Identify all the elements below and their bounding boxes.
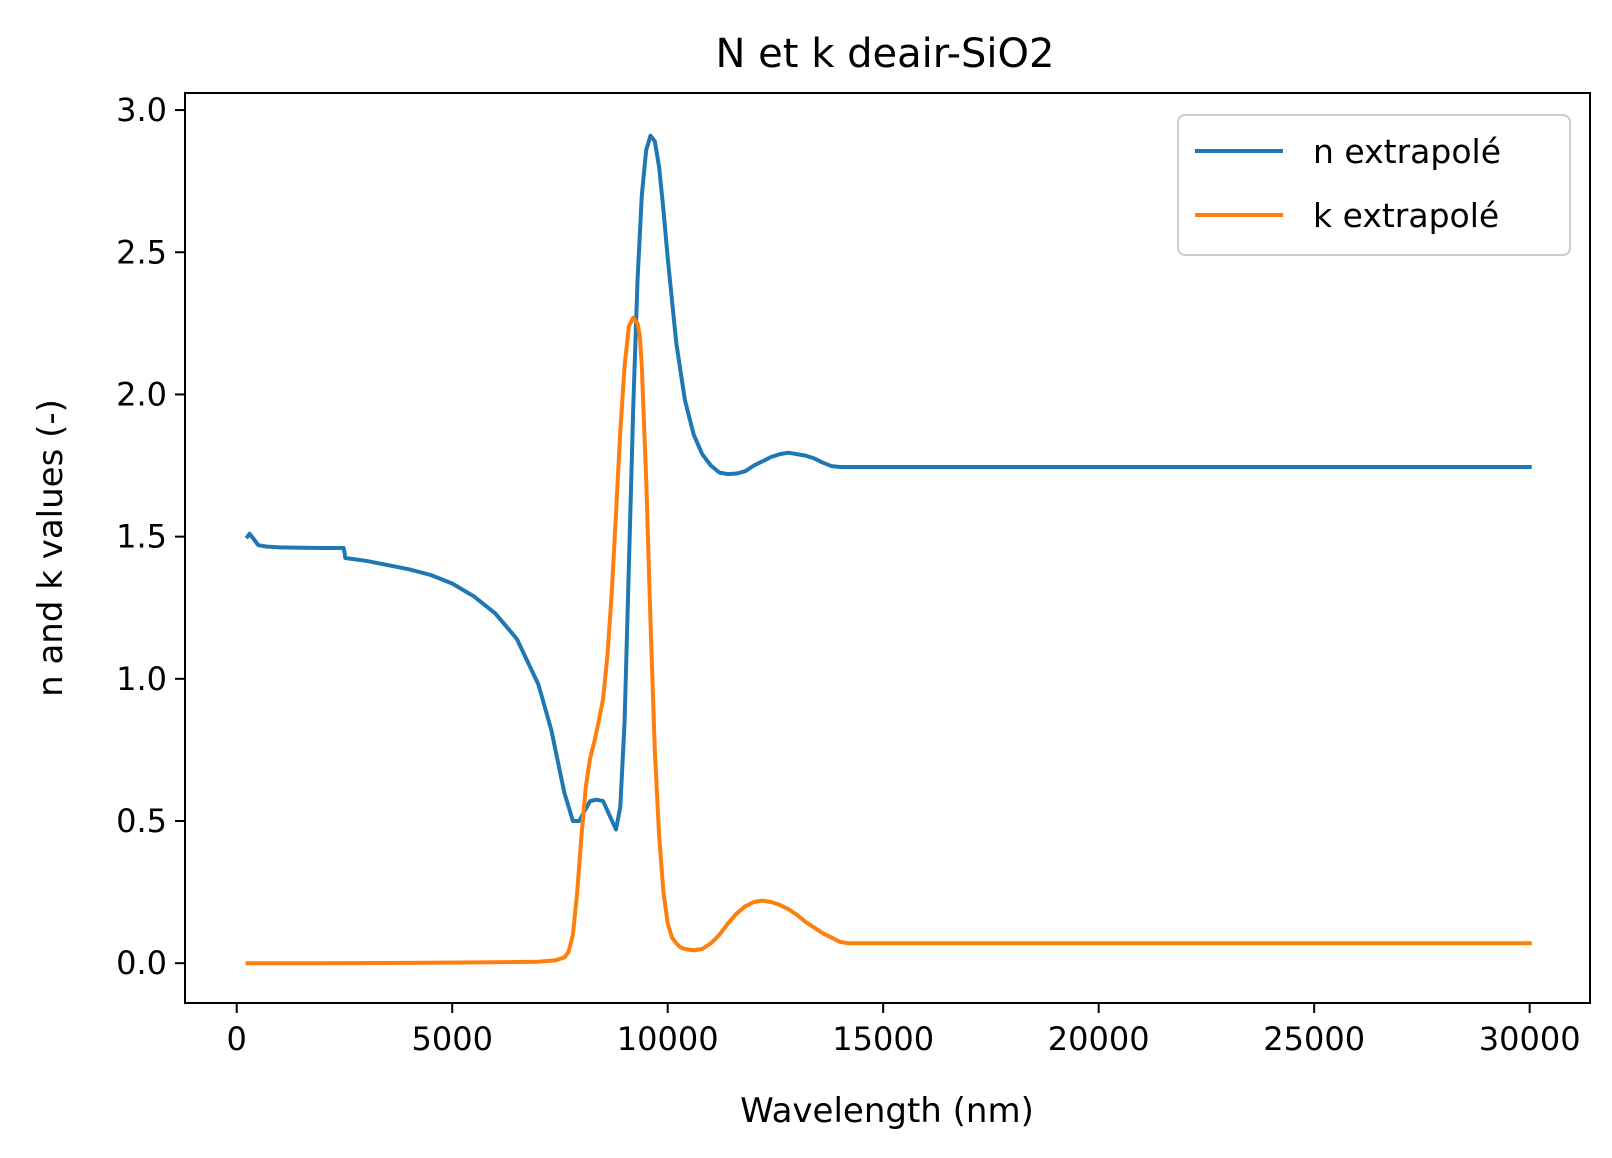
- y-tick-label: 0.5: [116, 802, 167, 840]
- x-tick-label: 10000: [617, 1020, 719, 1058]
- chart-title: N et k deair-SiO2: [716, 31, 1055, 77]
- axes-frame: [184, 92, 1591, 1004]
- x-axis: 0 5000 10000 15000 20000 25000 30000: [227, 1003, 1581, 1058]
- x-axis-label: Wavelength (nm): [740, 1091, 1034, 1131]
- y-tick-label: 3.0: [116, 91, 167, 129]
- y-tick-label: 2.5: [116, 233, 167, 271]
- y-axis-label: n and k values (-): [31, 399, 71, 697]
- plot-area: [184, 92, 1591, 1004]
- x-tick-label: 25000: [1263, 1020, 1365, 1058]
- y-tick-label: 0.0: [116, 944, 167, 982]
- y-axis: 0.0 0.5 1.0 1.5 2.0 2.5 3.0: [116, 91, 185, 982]
- series-layer: [244, 133, 1532, 966]
- y-tick-label: 2.0: [116, 375, 167, 413]
- x-tick-label: 5000: [411, 1020, 492, 1058]
- legend: n extrapolé k extrapolé: [1177, 114, 1571, 256]
- series-line-n: [244, 133, 1532, 832]
- x-tick-label: 0: [227, 1020, 247, 1058]
- y-tick-label: 1.0: [116, 660, 167, 698]
- x-tick-label: 20000: [1048, 1020, 1150, 1058]
- x-tick-label: 30000: [1479, 1020, 1581, 1058]
- x-tick-label: 15000: [832, 1020, 934, 1058]
- legend-label-k: k extrapolé: [1313, 196, 1499, 235]
- series-line-k: [245, 315, 1532, 966]
- y-tick-label: 1.5: [116, 518, 167, 556]
- legend-label-n: n extrapolé: [1313, 132, 1501, 171]
